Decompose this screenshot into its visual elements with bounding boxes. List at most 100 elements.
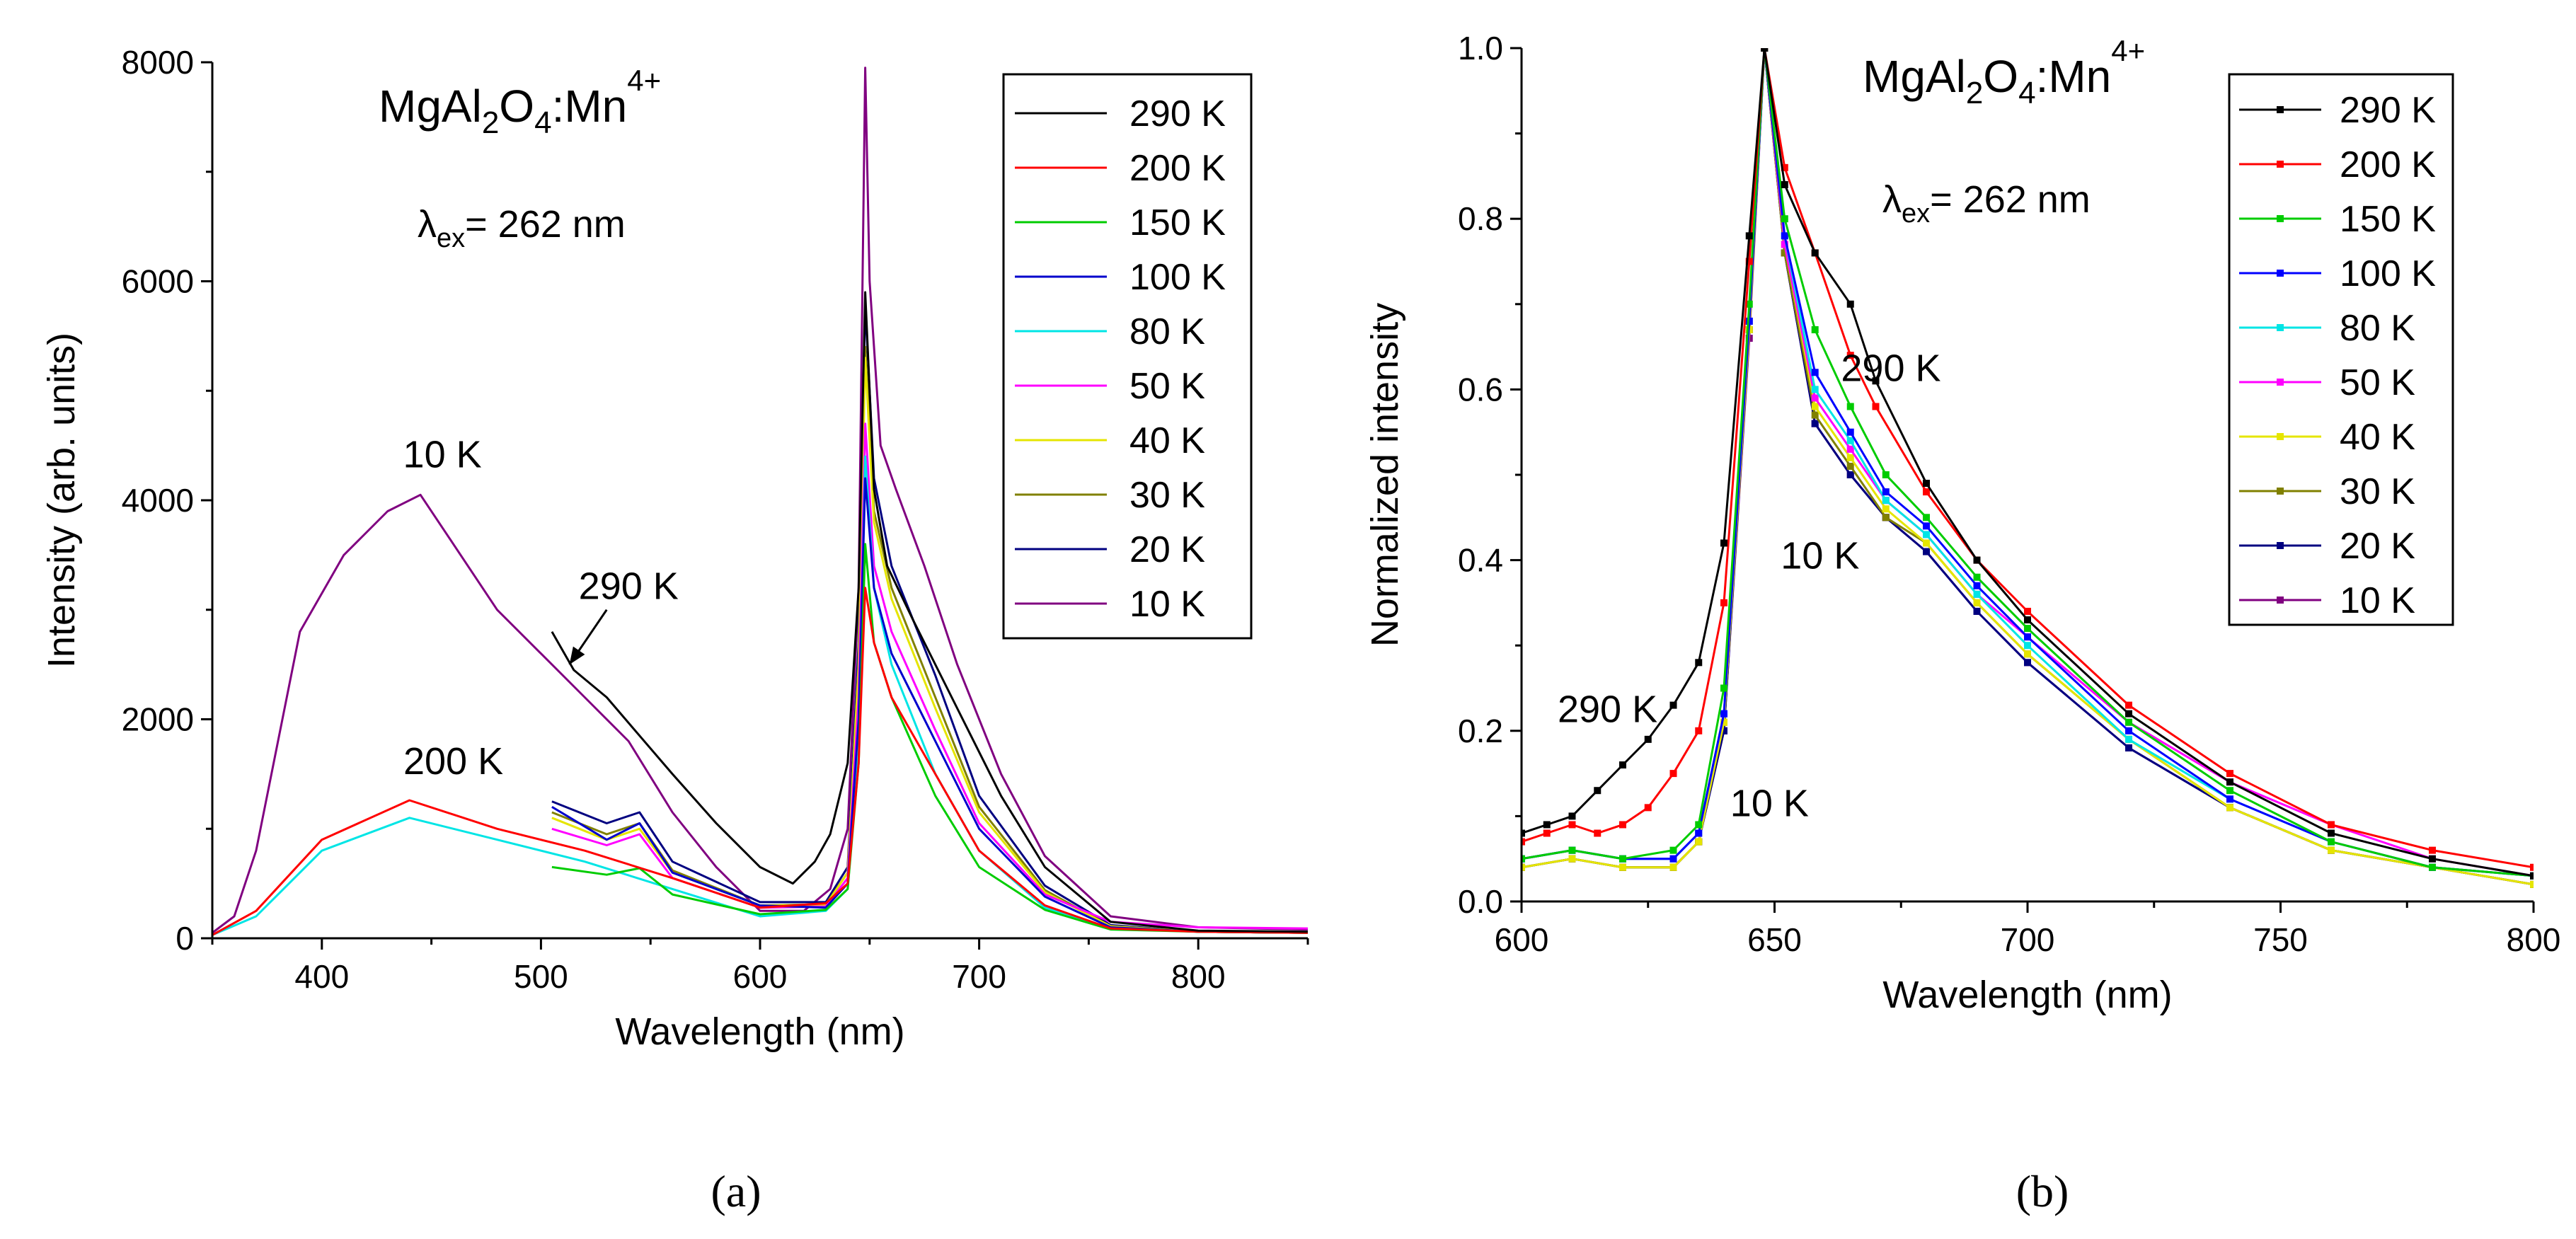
x-tick-label: 600 xyxy=(1495,921,1549,958)
series-point-290k xyxy=(2429,855,2436,863)
series-point-80k xyxy=(1923,531,1930,538)
series-point-290k xyxy=(1568,812,1576,820)
legend-marker xyxy=(2277,106,2284,113)
series-point-290k xyxy=(1594,787,1602,795)
series-point-40k xyxy=(1720,718,1727,726)
y-tick-label: 0.0 xyxy=(1458,883,1503,920)
series-point-80k xyxy=(1846,437,1854,444)
series-point-290k xyxy=(1543,821,1551,829)
annotation-label: 10 K xyxy=(1730,782,1809,824)
y-tick-label: 8000 xyxy=(122,44,194,81)
chart-b: 600 650 700 750 800 0.0 0.2 0.4 0.6 0.8 1.0 Wavelen… xyxy=(1364,30,2560,1016)
series-point-290k xyxy=(2024,616,2031,624)
series-point-200k xyxy=(1619,821,1626,829)
series-point-40k xyxy=(2024,650,2031,658)
series-point-200k xyxy=(1846,352,1854,359)
series-point-150k xyxy=(1619,855,1626,863)
y-axis-title: Normalized intensity xyxy=(1364,303,1406,647)
series-point-100k xyxy=(1781,232,1788,240)
legend-marker xyxy=(2277,270,2284,277)
series-point-200k xyxy=(1872,403,1880,410)
series-point-40k xyxy=(1973,599,1981,606)
excitation-label-subscript: ex xyxy=(437,224,465,253)
legend-label: 100 K xyxy=(1129,257,1226,298)
chart-title-subscript: 4 xyxy=(534,105,551,140)
series-point-200k xyxy=(1745,258,1753,265)
series-point-100k xyxy=(1882,488,1890,496)
legend-entry: 20 K xyxy=(1015,529,1205,570)
series-point-40k xyxy=(1568,855,1576,863)
series-point-30k xyxy=(1811,411,1819,419)
legend-box xyxy=(2228,73,2454,626)
chart-title-subscript: 2 xyxy=(1966,76,1983,110)
panel-label: (a) xyxy=(711,1166,761,1216)
legend-label: 80 K xyxy=(1129,311,1205,352)
series-point-290k xyxy=(1811,249,1819,257)
series-point-290k xyxy=(1644,735,1652,743)
series-point-20k xyxy=(2125,744,2132,751)
series-point-150k xyxy=(1923,514,1930,521)
series-point-200k xyxy=(2226,770,2233,778)
legend-entry: 80 K xyxy=(1015,311,1205,352)
series-point-40k xyxy=(1923,539,1930,547)
legend-label: 40 K xyxy=(2340,417,2415,458)
series-point-150k xyxy=(2429,863,2436,871)
series-point-200k xyxy=(1781,163,1788,171)
series-point-150k xyxy=(1669,846,1677,854)
legend-marker xyxy=(2277,433,2284,440)
annotation-label: 200 K xyxy=(403,740,503,783)
series-point-80k xyxy=(1882,497,1890,505)
series-point-30k xyxy=(1882,514,1890,521)
x-tick-label: 800 xyxy=(2507,921,2561,958)
series-point-200k xyxy=(1695,727,1703,734)
legend-marker xyxy=(2277,324,2284,331)
y-tick-label: 0 xyxy=(176,920,194,957)
series-point-290k xyxy=(2226,778,2233,786)
series-line-150k xyxy=(551,543,1308,934)
y-tick-label: 1.0 xyxy=(1458,30,1503,67)
series-point-200k xyxy=(2530,863,2534,871)
series-point-40k xyxy=(1695,838,1703,846)
series-point-200k xyxy=(1669,770,1677,778)
chart-title-part: O xyxy=(499,81,534,132)
legend-label: 30 K xyxy=(1129,475,1205,516)
series-line-10k xyxy=(212,67,1308,934)
series-point-290k xyxy=(1846,300,1854,308)
y-tick-label: 2000 xyxy=(122,701,194,738)
chart-title-part: MgAl xyxy=(379,81,482,132)
series-line-200k xyxy=(212,587,1308,936)
series-point-50k xyxy=(1811,394,1819,402)
series-point-290k xyxy=(2530,872,2534,880)
legend-label: 80 K xyxy=(2340,308,2415,349)
legend-entry: 30 K xyxy=(1015,475,1205,516)
series-point-290k xyxy=(1695,659,1703,667)
legend-entry: 10 K xyxy=(1015,584,1205,625)
series-point-20k xyxy=(1811,420,1819,427)
chart-title-part: MgAl xyxy=(1863,51,1966,102)
annotation-arrow-head xyxy=(569,646,585,665)
excitation-label-subscript: ex xyxy=(1902,199,1930,229)
panel-label: (b) xyxy=(2016,1166,2069,1216)
series-point-40k xyxy=(1846,454,1854,461)
series-point-150k xyxy=(1882,471,1890,478)
legend-entry: 30 K xyxy=(2239,471,2415,512)
legend-label: 100 K xyxy=(2340,253,2436,294)
series-point-50k xyxy=(1781,241,1788,248)
series-point-80k xyxy=(2024,642,2031,650)
series-point-200k xyxy=(1923,488,1930,496)
x-axis-title: Wavelength (nm) xyxy=(615,1010,904,1053)
series-point-290k xyxy=(1720,539,1727,547)
x-axis-title: Wavelength (nm) xyxy=(1882,974,2172,1016)
y-tick-label: 0.4 xyxy=(1458,542,1503,579)
series-point-200k xyxy=(2429,846,2436,854)
series-point-20k xyxy=(1973,607,1981,615)
series-point-150k xyxy=(2328,838,2335,846)
legend-label: 10 K xyxy=(2340,580,2415,621)
series-point-40k xyxy=(2530,880,2534,888)
legend-label: 50 K xyxy=(2340,362,2415,403)
series-group xyxy=(1522,48,2534,888)
series-point-200k xyxy=(2024,607,2031,615)
series-point-100k xyxy=(1923,522,1930,530)
chart-title-part: :Mn xyxy=(2036,51,2112,102)
series-point-150k xyxy=(2125,718,2132,726)
